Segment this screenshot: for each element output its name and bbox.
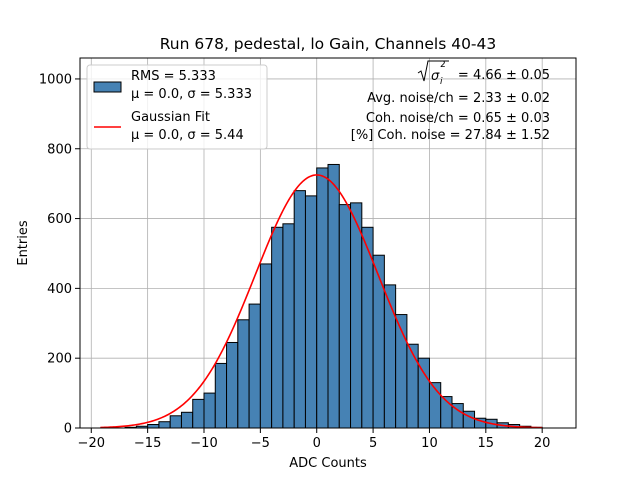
- histogram-bar: [338, 204, 352, 429]
- histogram-bar: [259, 263, 273, 429]
- gaussian-fit-layer: [100, 174, 543, 429]
- histogram-bar: [316, 167, 329, 429]
- histogram-bar: [293, 190, 306, 429]
- annotation-coh-sqrt-value: = 4.66 ± 0.05: [458, 68, 550, 83]
- histogram-bar: [214, 362, 228, 429]
- noise-annotations: σ 2 i = 4.66 ± 0.05 Avg. noise/ch = 2.33…: [351, 60, 550, 143]
- legend-label-fit: Gaussian Fit: [131, 110, 210, 125]
- histogram-bar: [192, 398, 205, 429]
- histogram-bar: [180, 411, 194, 429]
- legend-box: [86, 64, 268, 150]
- x-tick-label: −5: [251, 436, 270, 451]
- y-axis-ticks: 0 200 400 600 800 1000: [39, 72, 80, 437]
- x-axis-label: ADC Counts: [289, 456, 367, 471]
- y-tick-label: 0: [64, 422, 72, 437]
- sigma-subscript: i: [440, 77, 443, 87]
- legend: RMS = 5.333 μ = 0.0, σ = 5.333 Gaussian …: [86, 64, 268, 150]
- histogram-bar: [372, 254, 385, 429]
- x-axis-ticks: −20 −15 −10 −5 0 5 10 15 20: [78, 428, 551, 451]
- y-tick-label: 200: [47, 352, 72, 367]
- legend-patch-histogram: [93, 81, 122, 93]
- annotation-avg-noise: Avg. noise/ch = 2.33 ± 0.02: [367, 91, 550, 106]
- histogram-bar: [147, 424, 160, 429]
- histogram-bar: [248, 303, 261, 429]
- histogram-bar: [417, 357, 430, 429]
- x-tick-label: 15: [478, 436, 495, 451]
- sigma-superscript: 2: [440, 60, 446, 70]
- x-tick-label: 0: [313, 436, 321, 451]
- plot-area-frame: [79, 57, 577, 429]
- sigma-symbol: σ: [431, 69, 440, 84]
- histogram-bar: [350, 202, 363, 429]
- histogram-bar: [327, 163, 340, 429]
- histogram-bar: [304, 195, 318, 429]
- x-tick-label: 5: [369, 436, 377, 451]
- x-tick-label: 10: [421, 436, 438, 451]
- histogram-bar: [383, 284, 397, 429]
- histogram-bar: [203, 392, 216, 429]
- chart-title: Run 678, pedestal, lo Gain, Channels 40-…: [160, 35, 497, 53]
- histogram-bar: [271, 226, 284, 429]
- x-tick-label: 20: [534, 436, 551, 451]
- gaussian-fit-line: [100, 174, 543, 429]
- histogram-bar: [158, 421, 171, 429]
- histogram-bar: [282, 223, 295, 429]
- x-tick-label: −20: [78, 436, 105, 451]
- histogram-bars: [124, 163, 543, 429]
- x-tick-label: −10: [190, 436, 217, 451]
- y-tick-label: 800: [47, 142, 72, 157]
- legend-label-rms: RMS = 5.333: [131, 69, 216, 84]
- x-tick-label: −15: [134, 436, 161, 451]
- histogram-bar: [226, 341, 239, 429]
- coh-sqrt-symbol: σ 2 i: [417, 60, 449, 87]
- histogram-bar: [237, 319, 250, 429]
- legend-sub-fit: μ = 0.0, σ = 5.44: [131, 128, 244, 143]
- annotation-coh-noise: Coh. noise/ch = 0.65 ± 0.03: [366, 111, 550, 126]
- y-axis-label: Entries: [16, 220, 31, 266]
- y-tick-label: 1000: [39, 72, 72, 87]
- y-tick-label: 400: [47, 282, 72, 297]
- legend-sub-rms: μ = 0.0, σ = 5.333: [131, 87, 252, 102]
- y-tick-label: 600: [47, 212, 72, 227]
- histogram-bar: [169, 415, 182, 429]
- annotation-coh-percent: [%] Coh. noise = 27.84 ± 1.52: [351, 128, 550, 143]
- histogram-bar: [406, 343, 419, 429]
